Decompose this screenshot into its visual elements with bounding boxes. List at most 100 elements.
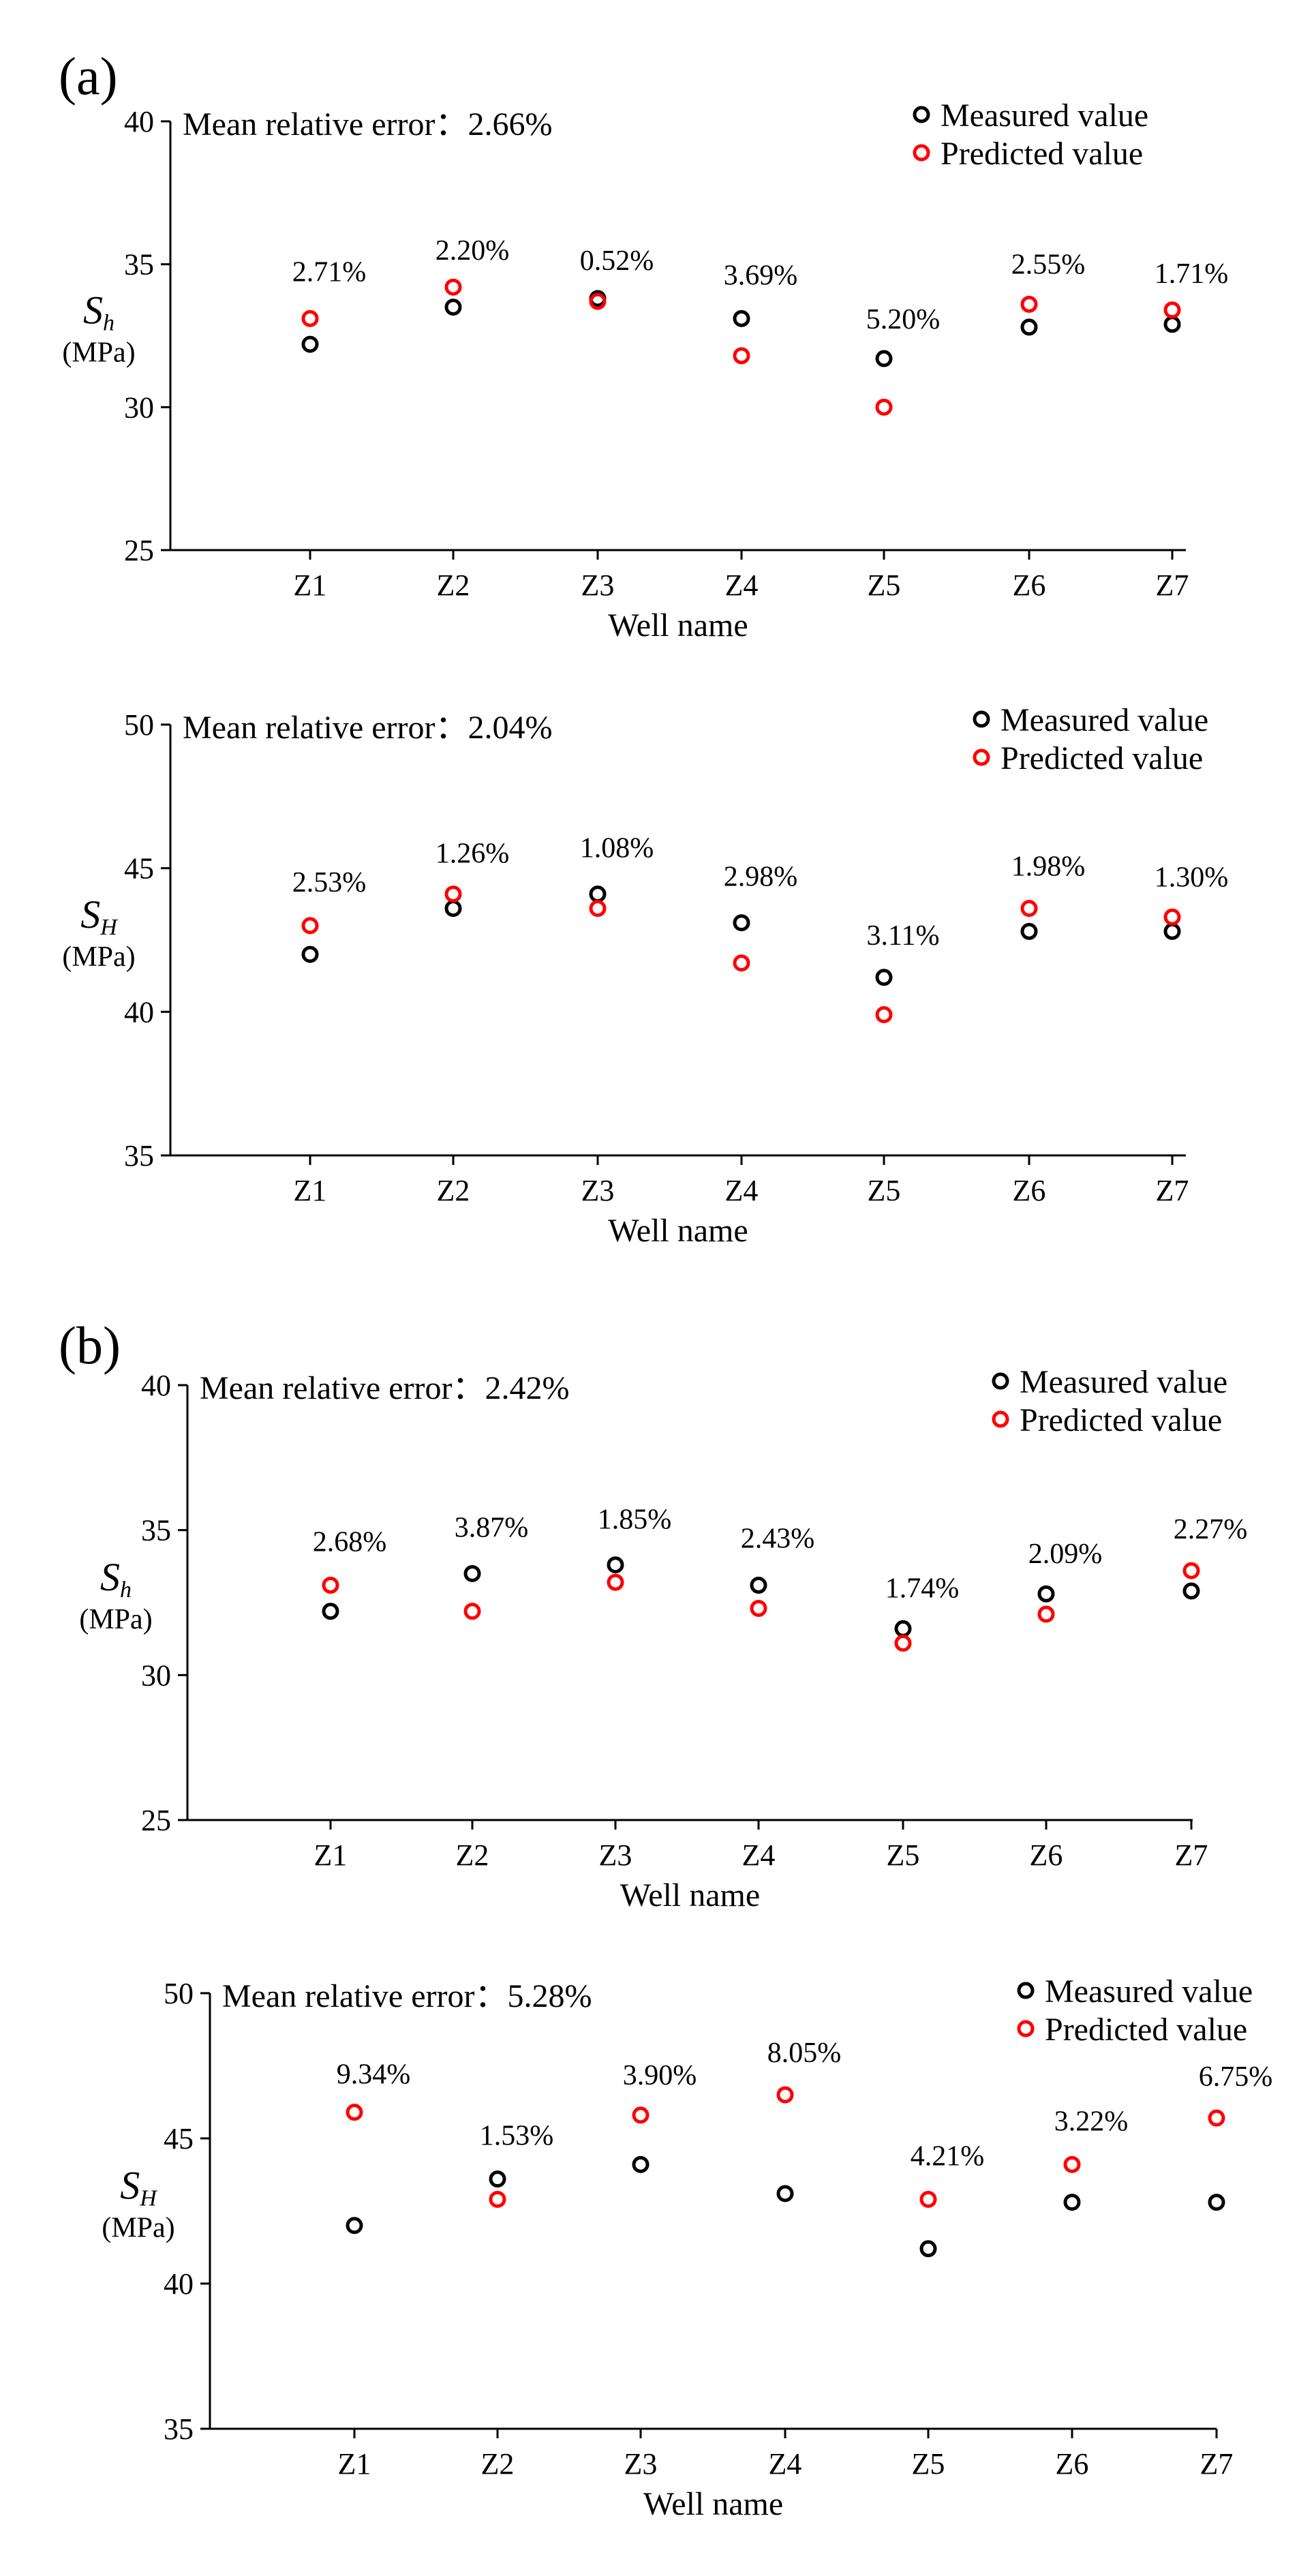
x-tick-label: Z1	[294, 569, 327, 602]
x-axis-title: Well name	[608, 607, 748, 643]
y-tick-label: 35	[124, 248, 154, 282]
data-label: 2.98%	[724, 862, 798, 893]
y-tick-label: 25	[141, 1804, 171, 1837]
x-tick-label: Z4	[769, 2447, 802, 2481]
predicted-point	[632, 2106, 650, 2124]
chart-1: 25 30 35 40 Z1 Z2 Z3 Z4 Z5 Z6 Z7 Well name Sh(MPa) Me…	[62, 97, 1228, 643]
y-tick-label: 50	[164, 1977, 194, 2010]
measured-point	[632, 2155, 650, 2173]
y-axis-unit: (MPa)	[62, 337, 135, 369]
x-tick-label: Z3	[624, 2447, 658, 2481]
measured-point	[1163, 316, 1181, 333]
measured-point	[733, 914, 750, 932]
y-tick-label: 40	[124, 105, 154, 138]
x-tick-label: Z5	[868, 1174, 901, 1207]
predicted-point	[875, 1006, 893, 1024]
chart-2: 35 40 45 50 Z1 Z2 Z3 Z4 Z5 Z6 Z7 Well name SH(MPa) Me…	[62, 702, 1228, 1249]
y-tick-label: 40	[164, 2267, 194, 2301]
legend-marker	[913, 106, 930, 123]
x-tick-label: Z3	[581, 1174, 615, 1207]
y-tick-label: 25	[124, 534, 154, 567]
data-label: 3.87%	[455, 1512, 529, 1543]
legend-marker	[973, 710, 990, 728]
data-label: 1.74%	[885, 1573, 960, 1604]
measured-point	[750, 1576, 767, 1594]
y-axis-unit: (MPa)	[79, 1604, 152, 1635]
legend-label: Predicted value	[1045, 2012, 1247, 2048]
measured-point	[1208, 2194, 1225, 2211]
x-tick-label: Z7	[1175, 1838, 1208, 1872]
x-tick-label: Z5	[887, 1838, 920, 1872]
y-tick-label: 45	[164, 2122, 194, 2155]
data-label: 2.55%	[1011, 249, 1086, 280]
data-label: 1.26%	[436, 838, 510, 870]
data-label: 1.98%	[1011, 851, 1086, 883]
measured-point	[1037, 1585, 1055, 1603]
mean-relative-error-annotation: Mean relative error：2.04%	[183, 710, 552, 746]
measured-point	[894, 1620, 912, 1637]
x-tick-label: Z1	[294, 1174, 327, 1207]
measured-point	[301, 945, 319, 963]
predicted-point	[1163, 908, 1181, 926]
predicted-point	[894, 1635, 912, 1652]
x-tick-label: Z5	[912, 2447, 945, 2481]
mean-relative-error-annotation: Mean relative error：2.42%	[200, 1370, 569, 1406]
x-tick-label: Z3	[599, 1838, 632, 1872]
y-tick-label: 35	[141, 1514, 171, 1547]
legend-label: Predicted value	[1020, 1402, 1222, 1438]
measured-point	[733, 309, 750, 327]
y-axis-title: Sh	[83, 288, 114, 336]
legend-marker	[1017, 1982, 1035, 1999]
measured-point	[1063, 2194, 1081, 2211]
data-label: 1.85%	[598, 1504, 672, 1536]
legend-marker	[992, 1410, 1009, 1428]
data-label: 1.30%	[1155, 862, 1229, 893]
legend-marker	[973, 748, 990, 766]
measured-point	[875, 969, 893, 986]
predicted-point	[607, 1573, 624, 1591]
y-tick-label: 35	[164, 2412, 194, 2446]
x-tick-label: Z3	[581, 569, 615, 602]
y-axis-unit: (MPa)	[62, 941, 135, 973]
y-tick-label: 40	[141, 1369, 171, 1402]
predicted-point	[1063, 2155, 1081, 2173]
x-tick-label: Z1	[314, 1838, 348, 1872]
legend-label: Measured value	[1000, 702, 1208, 738]
x-tick-label: Z6	[1056, 2447, 1089, 2481]
measured-point	[444, 299, 462, 316]
mean-relative-error-annotation: Mean relative error：2.66%	[183, 106, 552, 142]
measured-point	[1020, 318, 1038, 336]
data-label: 1.53%	[480, 2121, 554, 2152]
x-tick-label: Z2	[456, 1838, 489, 1872]
data-label: 1.08%	[580, 833, 654, 864]
x-tick-label: Z5	[868, 569, 901, 602]
legend-label: Predicted value	[1000, 740, 1203, 776]
predicted-point	[733, 954, 750, 972]
legend-marker	[1017, 2020, 1035, 2037]
predicted-point	[463, 1603, 481, 1620]
y-tick-label: 35	[124, 1139, 154, 1172]
data-label: 3.11%	[867, 920, 940, 952]
measured-point	[776, 2185, 794, 2202]
x-tick-label: Z2	[481, 2447, 515, 2481]
predicted-point	[1037, 1605, 1055, 1623]
x-tick-label: Z6	[1013, 569, 1046, 602]
data-label: 1.71%	[1155, 258, 1229, 290]
measured-point	[322, 1603, 339, 1620]
data-label: 2.20%	[436, 235, 510, 267]
predicted-point	[346, 2104, 363, 2121]
data-label: 8.05%	[767, 2037, 842, 2069]
data-label: 5.20%	[866, 304, 941, 335]
predicted-point	[750, 1600, 767, 1618]
y-tick-label: 40	[124, 995, 154, 1029]
predicted-point	[1182, 1562, 1200, 1579]
measured-point	[444, 900, 462, 918]
predicted-point	[919, 2190, 937, 2208]
measured-point	[589, 885, 607, 903]
data-label: 0.52%	[580, 245, 654, 277]
predicted-point	[776, 2086, 794, 2104]
panel-label-a: (a)	[59, 46, 118, 106]
legend-label: Predicted value	[941, 136, 1143, 172]
y-tick-label: 50	[124, 708, 154, 742]
